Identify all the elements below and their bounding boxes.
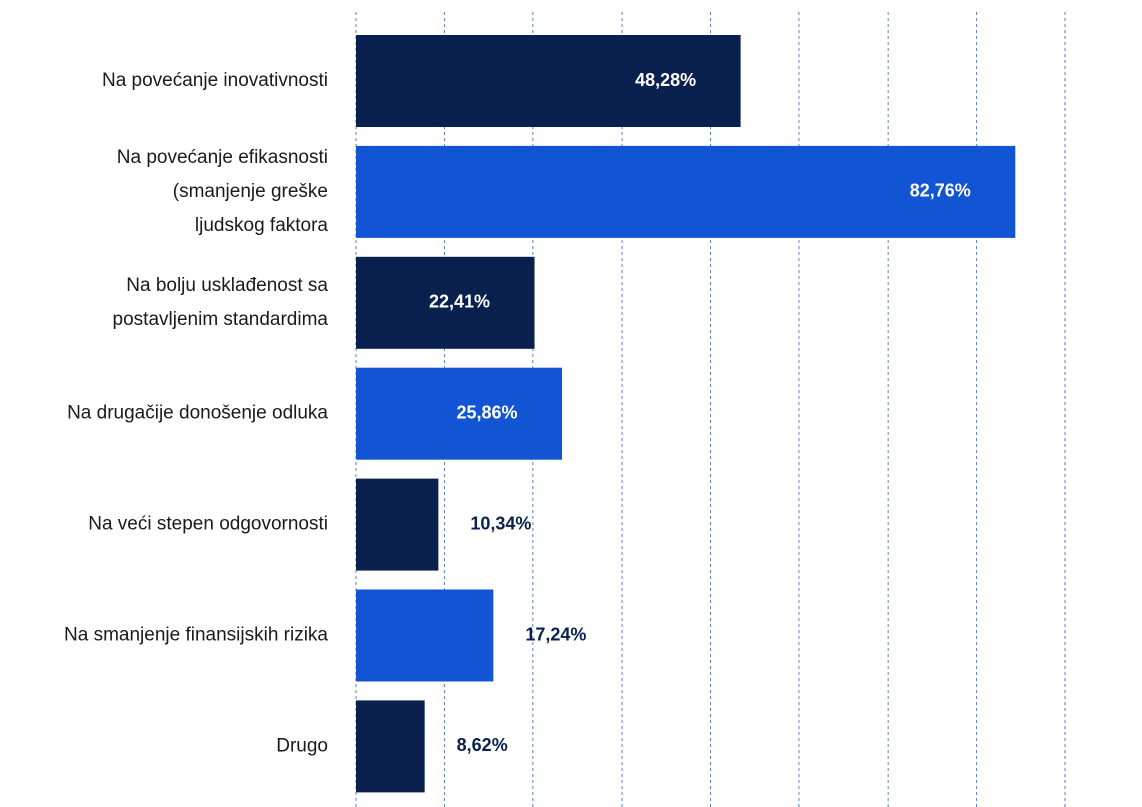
category-label: Na povećanje efikasnosti bbox=[117, 147, 328, 168]
value-label: 17,24% bbox=[525, 624, 586, 644]
category-label: postavljenim standardima bbox=[113, 309, 329, 330]
bar bbox=[356, 35, 741, 127]
value-label: 48,28% bbox=[635, 70, 696, 90]
category-label: ljudskog faktora bbox=[195, 215, 329, 236]
category-label: Na povećanje inovativnosti bbox=[102, 70, 328, 91]
bar bbox=[356, 145, 1016, 238]
category-label: (smanjenje greške bbox=[173, 181, 328, 202]
value-label: 22,41% bbox=[429, 292, 490, 312]
category-label: Drugo bbox=[276, 735, 328, 756]
category-label: Na veći stepen odgovornosti bbox=[88, 514, 328, 535]
value-label: 8,62% bbox=[457, 735, 508, 755]
bar bbox=[356, 367, 563, 460]
bar bbox=[356, 478, 439, 571]
category-label: Na smanjenje finansijskih rizika bbox=[64, 625, 328, 646]
bar bbox=[356, 256, 535, 349]
value-label: 10,34% bbox=[470, 513, 531, 533]
value-label: 82,76% bbox=[910, 181, 971, 201]
bar bbox=[356, 589, 494, 682]
value-label: 25,86% bbox=[456, 402, 517, 422]
bar bbox=[356, 700, 425, 793]
category-label: Na bolju usklađenost sa bbox=[126, 275, 328, 296]
category-label: Na drugačije donošenje odluka bbox=[67, 403, 328, 424]
